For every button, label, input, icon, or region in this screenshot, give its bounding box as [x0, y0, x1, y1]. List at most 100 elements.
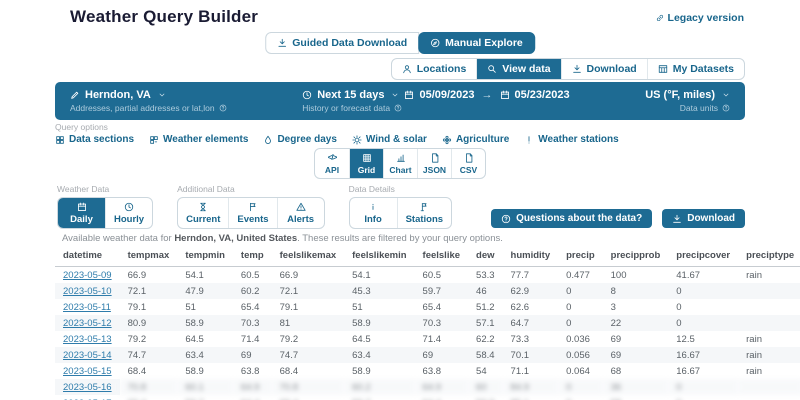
view-tab-grid[interactable]: Grid: [349, 149, 383, 178]
value-cell: 64.9: [414, 379, 469, 395]
view-tab-json[interactable]: JSON: [417, 149, 451, 178]
summary-prefix: Available weather data for: [62, 233, 175, 244]
button-label: Daily: [70, 214, 93, 225]
tab-view-data[interactable]: View data: [476, 59, 561, 79]
station-flag-icon: [419, 202, 429, 212]
option-data-sections[interactable]: Data sections: [55, 134, 134, 145]
view-tab-api[interactable]: </> API: [315, 149, 349, 178]
period-hint-text: History or forecast data: [302, 103, 391, 113]
clock-icon: [302, 90, 312, 100]
hourly-button[interactable]: Hourly: [105, 198, 152, 228]
option-weather-elements[interactable]: Weather elements: [149, 134, 248, 145]
option-label: Data sections: [69, 134, 135, 145]
help-circle-icon[interactable]: [722, 104, 730, 112]
events-button[interactable]: Events: [228, 198, 276, 228]
weather-data-table-wrap[interactable]: datetime tempmax tempmin temp feelslikemax fe…: [55, 246, 800, 400]
group-label: Data Details: [348, 184, 395, 194]
option-wind-solar[interactable]: Wind & solar: [352, 134, 427, 145]
value-cell: 85.1: [503, 395, 559, 400]
summary-location: Herndon, VA, United States: [174, 233, 298, 244]
info-button[interactable]: Info: [350, 198, 397, 228]
warning-icon: [295, 202, 306, 212]
date-link[interactable]: 2023-05-13: [63, 333, 112, 345]
column-header-tempmax: tempmax: [119, 246, 178, 267]
option-agriculture[interactable]: Agriculture: [442, 134, 509, 145]
group-label: Weather Data: [57, 184, 110, 194]
value-cell: 60.2: [232, 283, 272, 299]
date-link[interactable]: 2023-05-17: [63, 398, 112, 400]
main-nav-tabs: Locations View data Download My Datasets: [390, 58, 745, 80]
questions-about-data-button[interactable]: Questions about the data?: [491, 209, 653, 228]
value-cell: 57.1: [468, 315, 503, 331]
droplet-icon: [263, 135, 273, 145]
value-cell: 64.4: [233, 395, 272, 400]
current-button[interactable]: Current: [178, 198, 228, 228]
option-label: Weather elements: [163, 134, 249, 145]
view-tab-chart[interactable]: Chart: [383, 149, 417, 178]
column-header-precipprob: precipprob: [602, 246, 669, 267]
value-cell: 8: [602, 283, 669, 299]
value-cell: 51.2: [476, 301, 495, 313]
weather-data-table: datetime tempmax tempmin temp feelslikemax fe…: [55, 246, 800, 400]
date-link[interactable]: 2023-05-14: [63, 349, 112, 361]
value-cell: 77.7: [510, 269, 530, 281]
query-options-label: Query options: [55, 122, 108, 132]
option-label: Weather stations: [538, 134, 619, 145]
end-date-input[interactable]: 05/23/2023: [514, 89, 570, 101]
date-link[interactable]: 2023-05-09: [63, 269, 112, 281]
value-cell: 60.5: [422, 269, 442, 281]
view-tab-csv[interactable]: CSV: [451, 149, 485, 178]
value-cell: 53.3: [476, 269, 495, 281]
search-icon: [487, 64, 497, 74]
date-link[interactable]: 2023-05-12: [63, 317, 112, 329]
tab-download-label: Download: [586, 63, 637, 75]
units-hint-text: Data units: [679, 103, 718, 113]
value-cell: 60.5: [240, 269, 260, 281]
location-selector[interactable]: Herndon, VA: [70, 89, 227, 101]
date-link[interactable]: 2023-05-16: [63, 381, 112, 393]
start-date-input[interactable]: 05/09/2023: [419, 89, 475, 101]
daily-button[interactable]: Daily: [58, 198, 105, 228]
download-icon: [277, 38, 287, 48]
stations-button[interactable]: Stations: [396, 198, 451, 228]
value-cell: 81: [271, 315, 345, 331]
tab-locations[interactable]: Locations: [392, 59, 477, 79]
legacy-version-link[interactable]: Legacy version: [656, 12, 744, 24]
period-range-selector[interactable]: Next 15 days: [317, 89, 385, 101]
datetime-cell: 2023-05-14: [55, 347, 120, 363]
guided-data-download-button[interactable]: Guided Data Download: [265, 32, 420, 54]
value-cell: 79.1: [279, 301, 299, 313]
value-cell: 58.9: [185, 365, 204, 377]
column-header-precip: precip: [558, 246, 603, 267]
datetime-cell: 2023-05-10: [55, 283, 120, 299]
sun-icon: [352, 134, 362, 145]
help-circle-icon[interactable]: [219, 104, 227, 112]
value-cell: 73.3: [510, 333, 530, 345]
datetime-cell: 2023-05-15: [55, 363, 120, 379]
alerts-button[interactable]: Alerts: [276, 198, 324, 228]
date-link[interactable]: 2023-05-11: [63, 301, 111, 313]
tab-my-datasets[interactable]: My Datasets: [646, 59, 744, 79]
value-cell: 59.7: [344, 395, 414, 400]
value-cell: 59.7: [177, 395, 233, 400]
tab-download[interactable]: Download: [560, 59, 647, 79]
grid-icon: [362, 153, 372, 163]
help-circle-icon[interactable]: [394, 104, 402, 112]
units-selector[interactable]: US (°F, miles): [645, 89, 730, 101]
manual-label: Manual Explore: [445, 37, 523, 49]
value-cell: 54.1: [352, 269, 371, 281]
column-header-preciptype: preciptype: [738, 246, 800, 267]
option-degree-days[interactable]: Degree days: [263, 134, 337, 145]
date-link[interactable]: 2023-05-10: [63, 285, 112, 297]
exclamation-icon: [524, 135, 534, 145]
datetime-cell: 2023-05-16: [55, 379, 120, 395]
option-weather-stations[interactable]: Weather stations: [524, 134, 619, 145]
group-label: Additional Data: [177, 184, 235, 194]
manual-explore-button[interactable]: Manual Explore: [418, 32, 535, 54]
date-link[interactable]: 2023-05-15: [63, 365, 112, 377]
value-cell: 74.7: [119, 347, 178, 363]
value-cell: [738, 395, 800, 400]
chevron-down-icon: [722, 91, 730, 99]
download-button[interactable]: Download: [662, 209, 745, 228]
value-cell: rain: [746, 269, 762, 281]
